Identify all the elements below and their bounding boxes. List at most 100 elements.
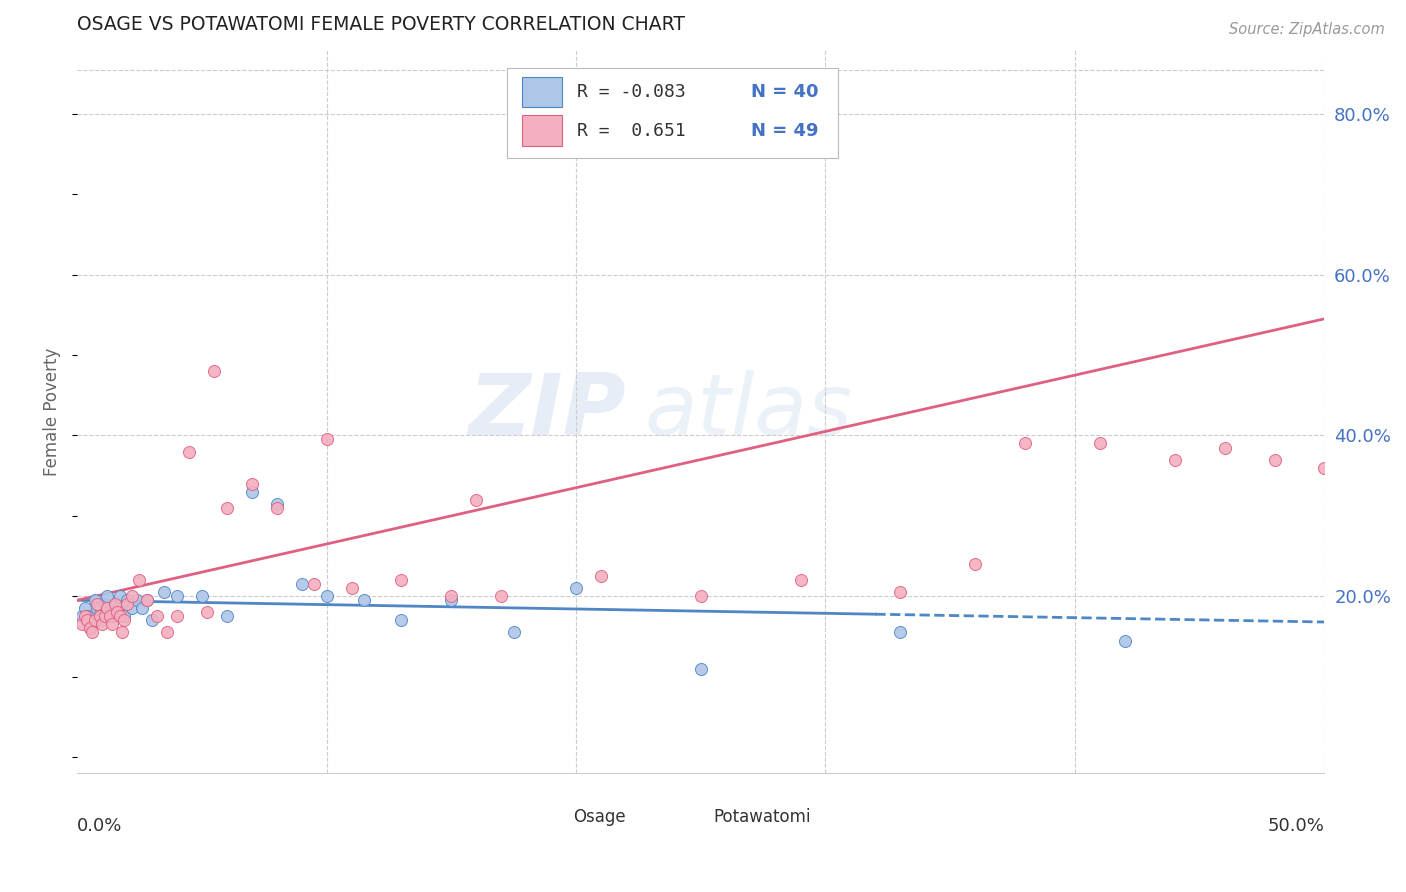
Point	[215, 500, 238, 515]
Point	[889, 585, 911, 599]
Point	[115, 597, 138, 611]
Point	[502, 625, 524, 640]
Point	[141, 614, 163, 628]
Point	[76, 614, 98, 628]
Point	[179, 444, 201, 458]
Point	[353, 593, 375, 607]
Point	[73, 609, 96, 624]
Point	[121, 601, 143, 615]
Point	[1313, 460, 1336, 475]
Point	[191, 589, 214, 603]
Text: Osage: Osage	[572, 807, 626, 826]
Point	[93, 597, 115, 611]
Point	[315, 589, 337, 603]
Point	[70, 617, 93, 632]
Point	[965, 557, 987, 571]
Point	[166, 589, 188, 603]
Point	[98, 609, 121, 624]
Point	[136, 593, 159, 607]
Point	[240, 484, 263, 499]
Point	[80, 617, 103, 632]
Point	[266, 497, 288, 511]
Point	[440, 589, 463, 603]
Point	[128, 573, 150, 587]
Point	[98, 609, 121, 624]
Point	[302, 577, 325, 591]
Point	[89, 601, 111, 615]
Text: N = 40: N = 40	[751, 83, 818, 101]
Text: atlas: atlas	[644, 370, 852, 453]
Point	[96, 589, 118, 603]
Point	[1213, 441, 1236, 455]
Point	[108, 609, 131, 624]
Point	[689, 589, 711, 603]
Point	[266, 500, 288, 515]
Point	[315, 433, 337, 447]
Point	[146, 609, 169, 624]
Point	[195, 605, 218, 619]
Point	[103, 597, 125, 611]
Y-axis label: Female Poverty: Female Poverty	[44, 347, 60, 475]
Point	[103, 605, 125, 619]
Point	[125, 593, 148, 607]
Point	[86, 597, 108, 611]
Text: R = -0.083: R = -0.083	[578, 83, 686, 101]
Point	[108, 589, 131, 603]
Point	[114, 609, 136, 624]
Point	[1088, 436, 1111, 450]
Point	[789, 573, 811, 587]
Point	[1164, 452, 1187, 467]
FancyBboxPatch shape	[508, 68, 838, 158]
Text: 50.0%: 50.0%	[1268, 816, 1324, 835]
Text: ZIP: ZIP	[468, 370, 626, 453]
Point	[156, 625, 179, 640]
Point	[1114, 633, 1136, 648]
Point	[440, 593, 463, 607]
Point	[111, 625, 134, 640]
Text: Source: ZipAtlas.com: Source: ZipAtlas.com	[1229, 22, 1385, 37]
Point	[240, 476, 263, 491]
Point	[73, 601, 96, 615]
Point	[465, 492, 488, 507]
Point	[70, 609, 93, 624]
FancyBboxPatch shape	[536, 805, 567, 828]
Point	[565, 581, 588, 595]
Text: N = 49: N = 49	[751, 121, 818, 139]
Point	[153, 585, 176, 599]
Point	[166, 609, 188, 624]
Point	[1263, 452, 1285, 467]
Point	[589, 569, 612, 583]
Text: R =  0.651: R = 0.651	[578, 121, 686, 139]
Point	[79, 622, 101, 636]
Point	[202, 364, 225, 378]
Text: 0.0%: 0.0%	[77, 816, 122, 835]
Point	[131, 601, 153, 615]
Point	[96, 601, 118, 615]
Point	[340, 581, 363, 595]
Point	[89, 609, 111, 624]
Point	[76, 609, 98, 624]
Point	[91, 617, 114, 632]
Point	[489, 589, 512, 603]
FancyBboxPatch shape	[523, 115, 562, 145]
Point	[115, 593, 138, 607]
Text: OSAGE VS POTAWATOMI FEMALE POVERTY CORRELATION CHART: OSAGE VS POTAWATOMI FEMALE POVERTY CORRE…	[77, 15, 685, 34]
Point	[114, 614, 136, 628]
Point	[689, 662, 711, 676]
Point	[86, 601, 108, 615]
FancyBboxPatch shape	[523, 77, 562, 107]
Point	[83, 593, 105, 607]
Point	[389, 614, 412, 628]
Point	[121, 589, 143, 603]
Text: Potawatomi: Potawatomi	[714, 807, 811, 826]
Point	[91, 614, 114, 628]
Point	[80, 625, 103, 640]
Point	[136, 593, 159, 607]
Point	[101, 617, 124, 632]
Point	[79, 622, 101, 636]
Point	[389, 573, 412, 587]
Point	[291, 577, 314, 591]
Point	[83, 614, 105, 628]
Point	[101, 609, 124, 624]
Point	[105, 605, 128, 619]
